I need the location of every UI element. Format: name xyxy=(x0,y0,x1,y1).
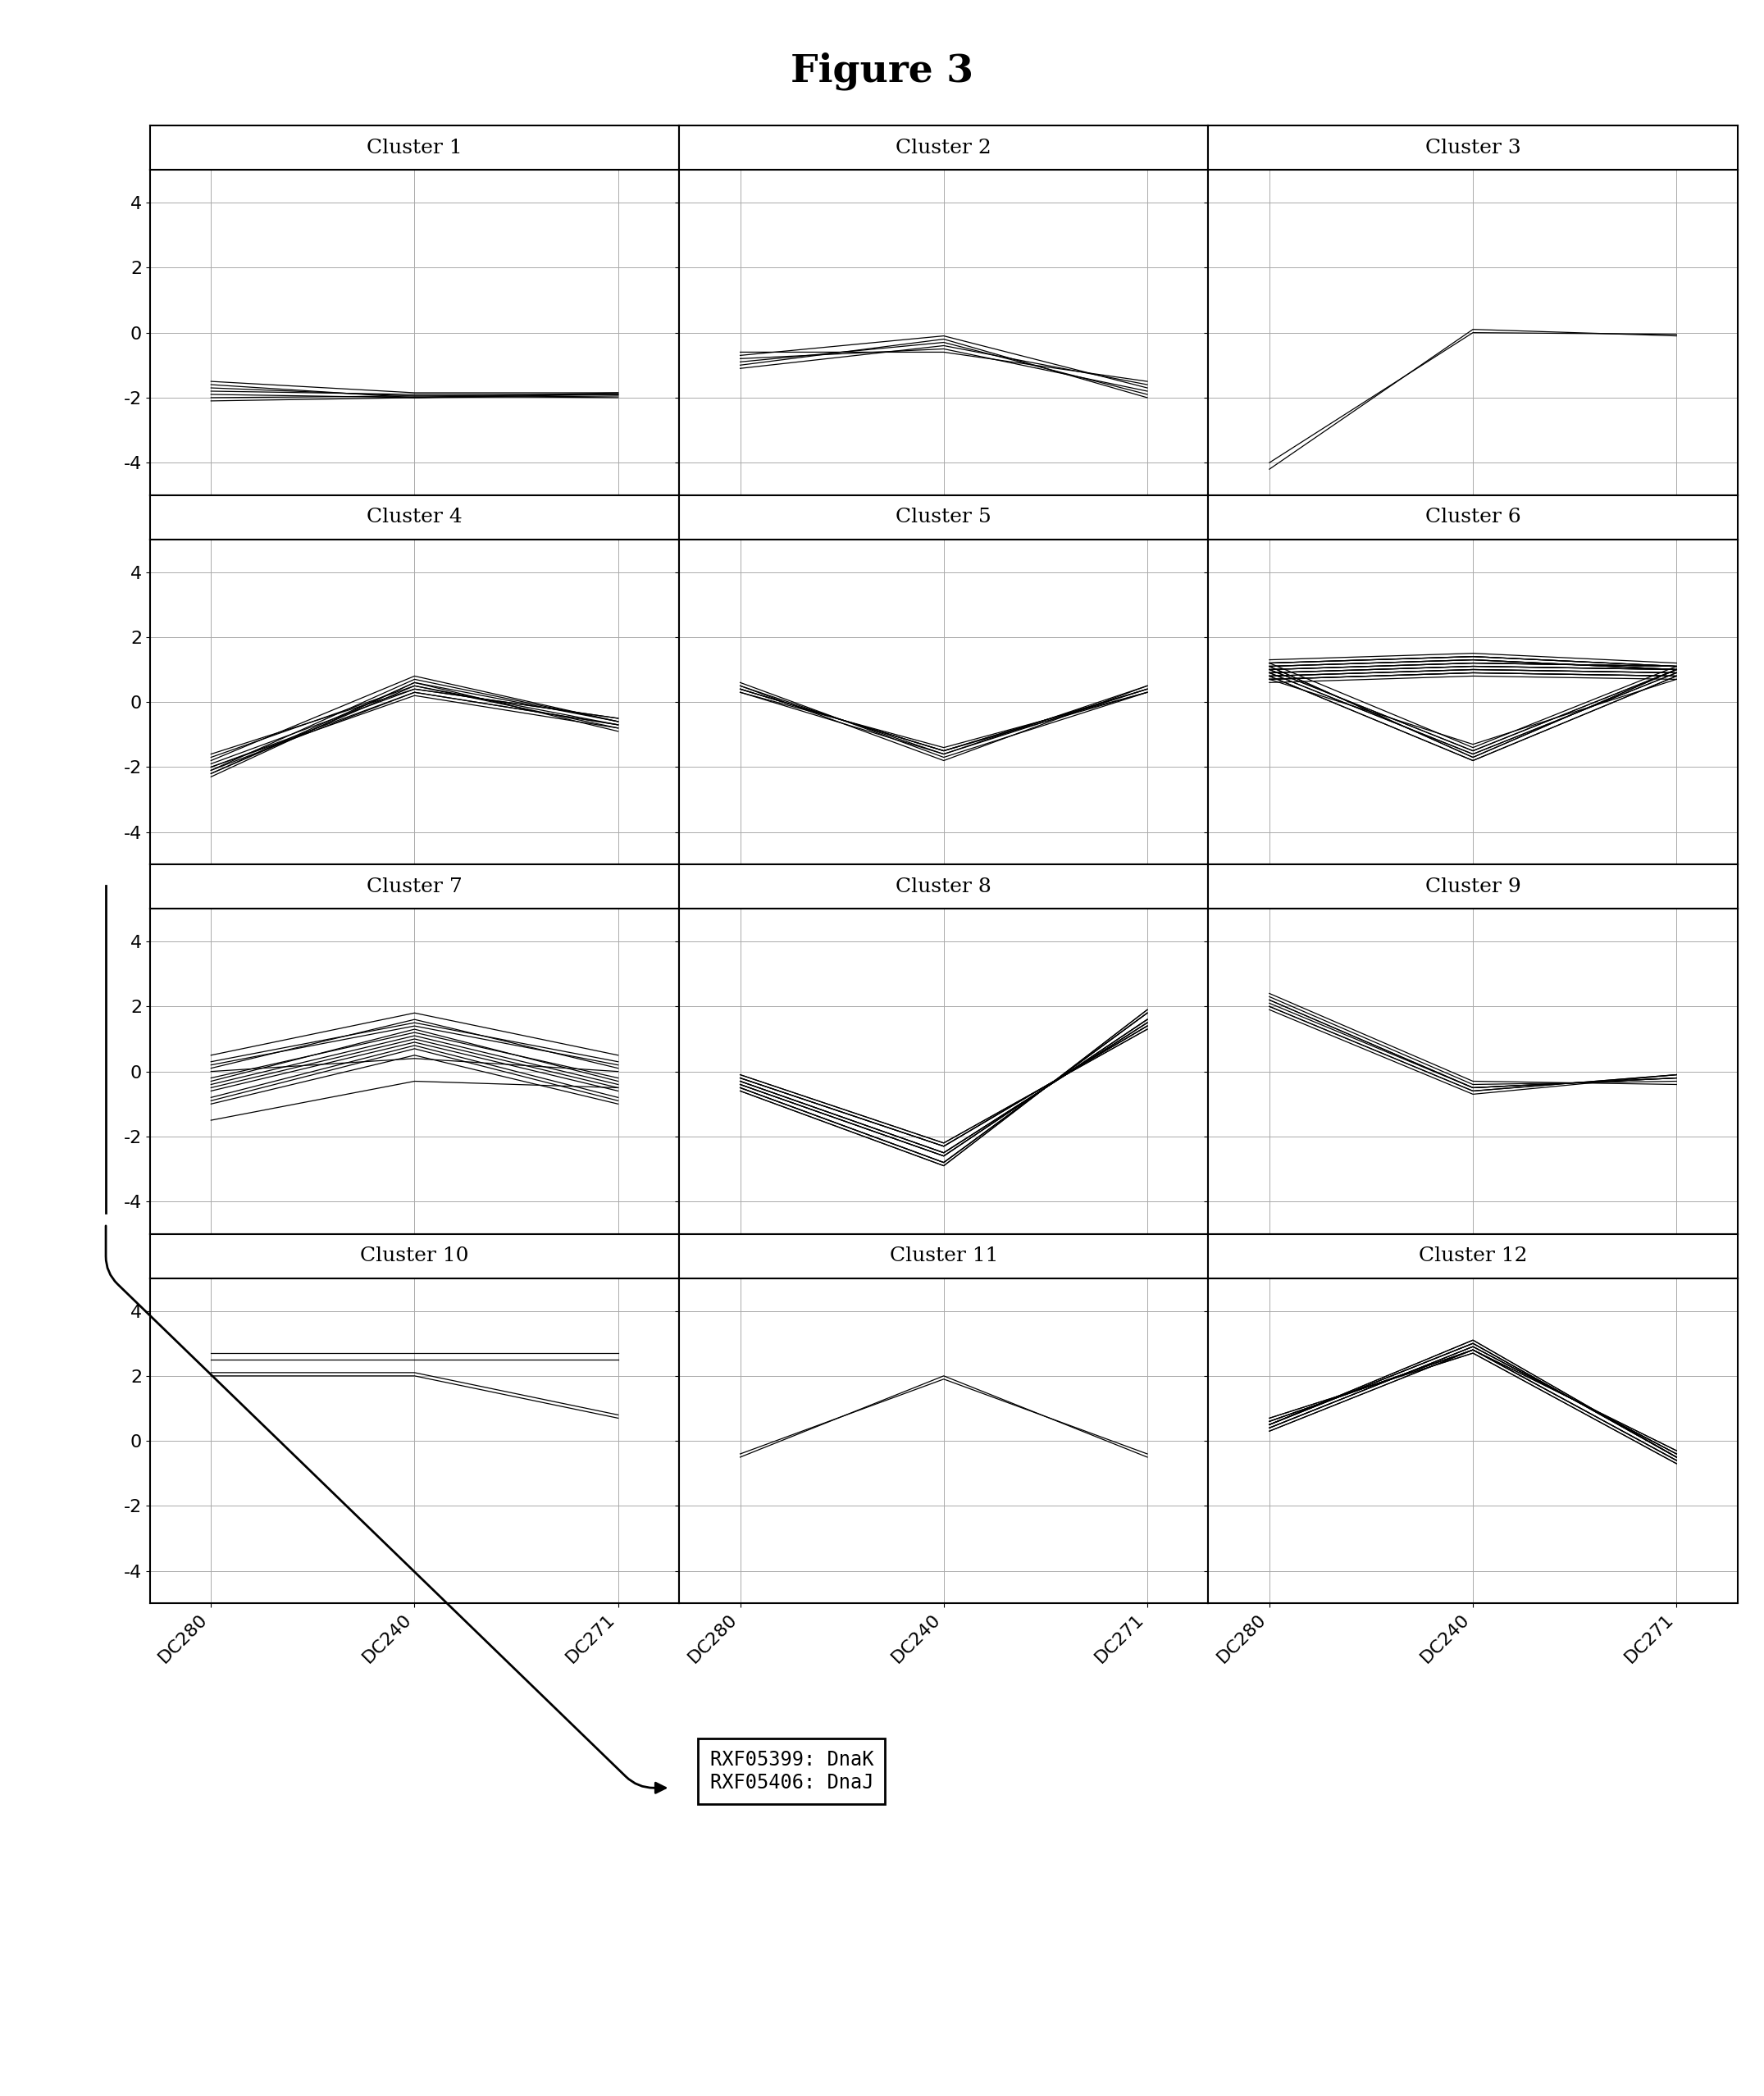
Text: Cluster 11: Cluster 11 xyxy=(889,1247,998,1266)
Text: Cluster 8: Cluster 8 xyxy=(896,878,991,897)
Text: RXF05399: DnaK
RXF05406: DnaJ: RXF05399: DnaK RXF05406: DnaJ xyxy=(709,1750,873,1792)
Text: Cluster 7: Cluster 7 xyxy=(367,878,462,897)
Text: Cluster 10: Cluster 10 xyxy=(360,1247,469,1266)
Text: Cluster 3: Cluster 3 xyxy=(1425,138,1521,157)
Text: Cluster 1: Cluster 1 xyxy=(367,138,462,157)
Text: Cluster 4: Cluster 4 xyxy=(367,507,462,526)
Text: Cluster 12: Cluster 12 xyxy=(1418,1247,1528,1266)
Text: Cluster 6: Cluster 6 xyxy=(1425,507,1521,526)
Text: Cluster 5: Cluster 5 xyxy=(896,507,991,526)
Text: Figure 3: Figure 3 xyxy=(790,52,974,90)
Text: Cluster 2: Cluster 2 xyxy=(896,138,991,157)
Text: Cluster 9: Cluster 9 xyxy=(1425,878,1521,897)
